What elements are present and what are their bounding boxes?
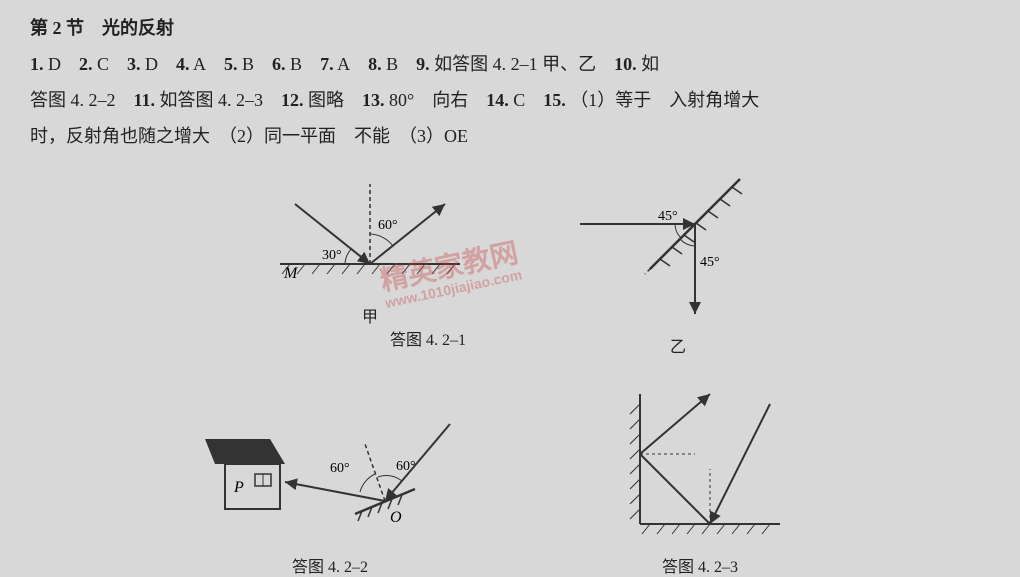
answer-item: 10. 如 [614,54,659,74]
answer-item: 6. B [272,54,302,74]
answer-item: 7. A [320,54,350,74]
reflection-diagram-jia: M 30° 60° [260,164,480,294]
diagram-4-2-1-right: 45° 45° 乙 [570,174,770,357]
diagrams-area: M 30° 60° 甲 [30,154,990,574]
answer-item: 15. （1）等于 入射角增大 [543,90,759,110]
answer-item: 4. A [176,54,206,74]
answer-item: 8. B [368,54,398,74]
angle-60b: 60° [396,459,416,474]
answer-item: 13. 80° 向右 [362,90,468,110]
answer-item: 14. C [486,90,525,110]
diagram-4-2-3: 答图 4. 2–3 [610,384,790,577]
caption-4-2-1: 答图 4. 2–1 [390,322,466,350]
sub-caption-yi: 乙 [670,333,770,357]
section-header: 第 2 节 光的反射 [30,10,990,46]
angle-60: 60° [378,218,398,233]
angle-30: 30° [322,248,342,263]
angle-45b: 45° [700,255,720,270]
label-P: P [233,479,244,496]
answer-text: 时，反射角也随之增大 （2）同一平面 不能 （3）OE [30,126,468,146]
house-mirror-diagram: P 60° 60° O [200,404,460,544]
answer-item: 2. C [79,54,109,74]
caption-4-2-2: 答图 4. 2–2 [200,553,460,577]
answer-item: 答图 4. 2–2 [30,90,116,110]
caption-text: 答图 4. 2–1 [390,326,466,350]
answer-item: 9. 如答图 4. 2–1 甲、乙 [416,54,596,74]
label-M: M [283,265,299,282]
header-text: 第 2 节 光的反射 [30,18,174,38]
diagram-4-2-1-left: M 30° 60° 甲 [260,164,480,327]
caption-4-2-3: 答图 4. 2–3 [610,553,790,577]
answer-item: 5. B [224,54,254,74]
answers-row-1: 1. D 2. C 3. D 4. A 5. B 6. B 7. A 8. B 9. 如答图 4… [30,46,990,82]
answers-row-2: 答图 4. 2–2 11. 如答图 4. 2–3 12. 图略 13. 80° 向右 1… [30,82,990,118]
label-O: O [390,509,402,526]
diagram-4-2-2: P 60° 60° O 答图 4. 2–2 [200,404,460,577]
answer-text-block: 第 2 节 光的反射 1. D 2. C 3. D 4. A 5. B 6. B 7. A 8… [30,10,990,154]
answer-item: 1. D [30,54,61,74]
answers-row-3: 时，反射角也随之增大 （2）同一平面 不能 （3）OE [30,118,990,154]
answer-item: 3. D [127,54,158,74]
reflection-diagram-yi: 45° 45° [570,174,770,324]
corner-reflection-diagram [610,384,790,544]
answer-item: 12. 图略 [281,90,344,110]
angle-45a: 45° [658,209,678,224]
angle-60a: 60° [330,461,350,476]
answer-item: 11. 如答图 4. 2–3 [134,90,264,110]
